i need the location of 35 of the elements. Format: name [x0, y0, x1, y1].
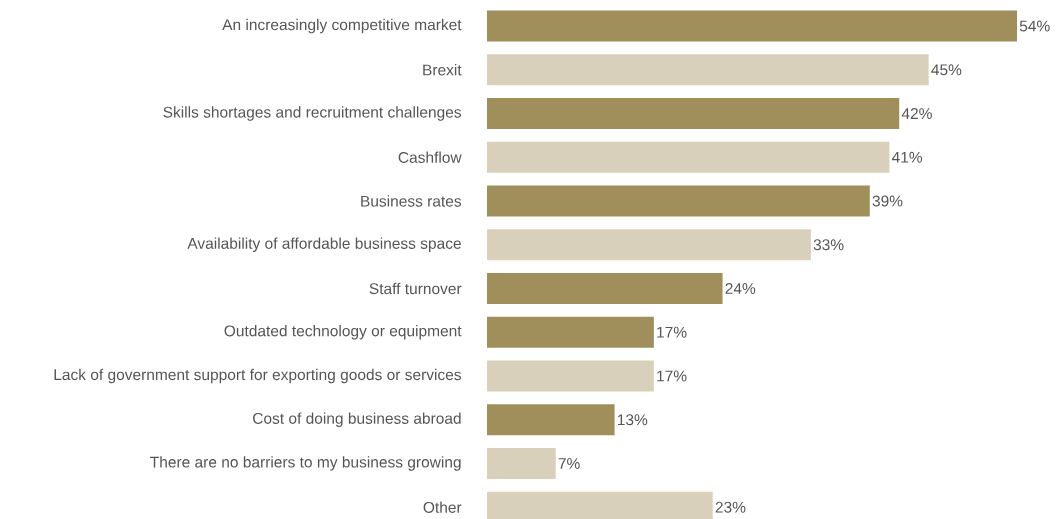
- data-label: 13%: [617, 414, 648, 426]
- bar: [487, 229, 811, 261]
- y-tick-label: Outdated technology or equipment: [224, 325, 462, 340]
- y-tick-label: Staff turnover: [369, 282, 462, 295]
- y-tick-label: An increasingly competitive market: [222, 18, 462, 34]
- data-label: 17%: [657, 326, 687, 338]
- data-label: 54%: [1019, 20, 1050, 32]
- data-label: 39%: [872, 195, 903, 207]
- data-label: 33%: [813, 239, 844, 251]
- y-tick-label: Availability of affordable business space: [187, 237, 461, 252]
- y-tick-label: There are no barriers to my business growing: [150, 456, 461, 471]
- bar: [487, 185, 870, 217]
- bar: [487, 10, 1017, 42]
- bar: [487, 447, 556, 479]
- bar: [487, 404, 615, 436]
- y-tick-label: Brexit: [423, 64, 462, 76]
- y-tick-label: Business rates: [361, 195, 462, 207]
- bar: [487, 54, 929, 86]
- data-label: 24%: [725, 283, 756, 294]
- y-tick-label: Skills shortages and recruitment challenges: [163, 106, 462, 121]
- y-tick-label: Cost of doing business abroad: [253, 412, 461, 427]
- bar: [487, 360, 654, 392]
- bar: [487, 141, 890, 173]
- data-label: 7%: [558, 458, 580, 469]
- data-label: 41%: [891, 151, 923, 163]
- y-tick-label: Lack of government support for exporting goods or services: [54, 368, 461, 384]
- bar: [487, 272, 723, 305]
- bar: [487, 97, 900, 130]
- y-tick-label: Other: [423, 501, 462, 513]
- data-label: 45%: [931, 64, 962, 76]
- bar: [487, 316, 654, 348]
- y-tick-label: Cashflow: [398, 151, 462, 163]
- data-label: 42%: [901, 108, 932, 119]
- data-label: 23%: [715, 501, 746, 513]
- data-label: 17%: [657, 370, 687, 382]
